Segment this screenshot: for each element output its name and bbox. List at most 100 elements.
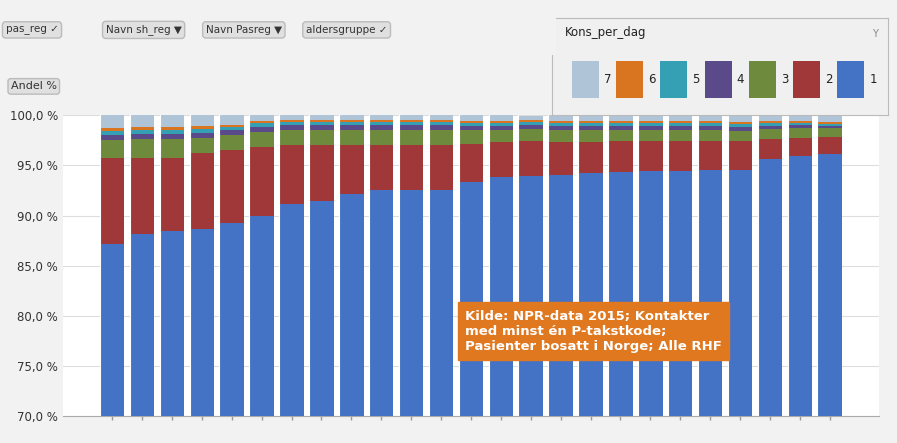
Text: Andel %: Andel % (11, 82, 57, 91)
Bar (489, 121, 513, 123)
FancyBboxPatch shape (837, 61, 864, 97)
Bar (220, 127, 244, 130)
Bar (548, 130, 573, 142)
Bar (548, 175, 573, 443)
Bar (160, 127, 184, 130)
Bar (727, 122, 753, 124)
Bar (160, 139, 184, 158)
FancyBboxPatch shape (616, 61, 643, 97)
Bar (758, 121, 782, 123)
Bar (309, 145, 334, 201)
Bar (309, 201, 334, 443)
Bar (668, 141, 692, 171)
Bar (608, 121, 632, 123)
Bar (758, 126, 782, 129)
Bar (160, 158, 184, 231)
Bar (698, 171, 722, 443)
Bar (668, 123, 692, 126)
Bar (189, 126, 214, 129)
Bar (189, 115, 214, 126)
Text: 2: 2 (825, 73, 832, 85)
Bar (458, 130, 483, 144)
Bar (608, 112, 632, 121)
Bar (458, 183, 483, 443)
Bar (548, 121, 573, 123)
Bar (429, 130, 453, 145)
Bar (668, 171, 692, 443)
Text: aldersgruppe ✓: aldersgruppe ✓ (306, 25, 388, 35)
Bar (189, 133, 214, 138)
Bar (279, 145, 304, 203)
Bar (518, 120, 543, 122)
Bar (279, 122, 304, 125)
Bar (608, 172, 632, 443)
Bar (249, 127, 274, 132)
Bar (249, 121, 274, 123)
Bar (399, 145, 423, 190)
Bar (518, 176, 543, 443)
Bar (130, 134, 154, 139)
Bar (458, 123, 483, 126)
Bar (309, 130, 334, 145)
Bar (727, 141, 753, 171)
Bar (369, 145, 394, 190)
Bar (817, 137, 842, 154)
FancyBboxPatch shape (705, 61, 732, 97)
Bar (458, 126, 483, 130)
Bar (429, 115, 453, 120)
Bar (758, 139, 782, 159)
Text: 5: 5 (692, 73, 700, 85)
Bar (579, 113, 603, 121)
Bar (130, 158, 154, 233)
Bar (698, 141, 722, 171)
Bar (339, 130, 363, 145)
Bar (758, 159, 782, 443)
Bar (698, 115, 722, 121)
Bar (100, 115, 125, 128)
Bar (817, 126, 842, 128)
Bar (429, 120, 453, 122)
Bar (339, 194, 363, 443)
FancyBboxPatch shape (793, 61, 820, 97)
Bar (458, 115, 483, 121)
Bar (638, 115, 663, 121)
Bar (160, 115, 184, 127)
FancyBboxPatch shape (572, 61, 599, 97)
Bar (160, 134, 184, 139)
Bar (727, 131, 753, 141)
Bar (638, 126, 663, 130)
Bar (130, 139, 154, 158)
Bar (220, 125, 244, 127)
Bar (548, 123, 573, 126)
Bar (638, 171, 663, 443)
Bar (638, 121, 663, 123)
Text: 6: 6 (649, 73, 656, 85)
Bar (579, 130, 603, 142)
Text: Y: Y (872, 29, 878, 39)
Bar (817, 154, 842, 443)
Bar (518, 122, 543, 125)
Bar (489, 130, 513, 142)
Bar (130, 130, 154, 134)
Bar (399, 125, 423, 130)
Bar (668, 130, 692, 141)
Bar (579, 173, 603, 443)
Bar (579, 142, 603, 173)
Bar (698, 123, 722, 126)
Bar (339, 115, 363, 120)
Bar (817, 128, 842, 137)
Bar (727, 124, 753, 127)
Bar (608, 130, 632, 141)
Bar (189, 129, 214, 133)
Bar (518, 129, 543, 141)
Bar (788, 156, 812, 443)
Bar (369, 122, 394, 125)
Bar (100, 244, 125, 443)
Text: pas_reg ✓: pas_reg ✓ (5, 25, 58, 35)
Bar (817, 115, 842, 122)
Bar (100, 140, 125, 158)
Text: 1: 1 (869, 73, 876, 85)
Bar (309, 120, 334, 122)
Bar (817, 124, 842, 126)
Bar (189, 229, 214, 443)
